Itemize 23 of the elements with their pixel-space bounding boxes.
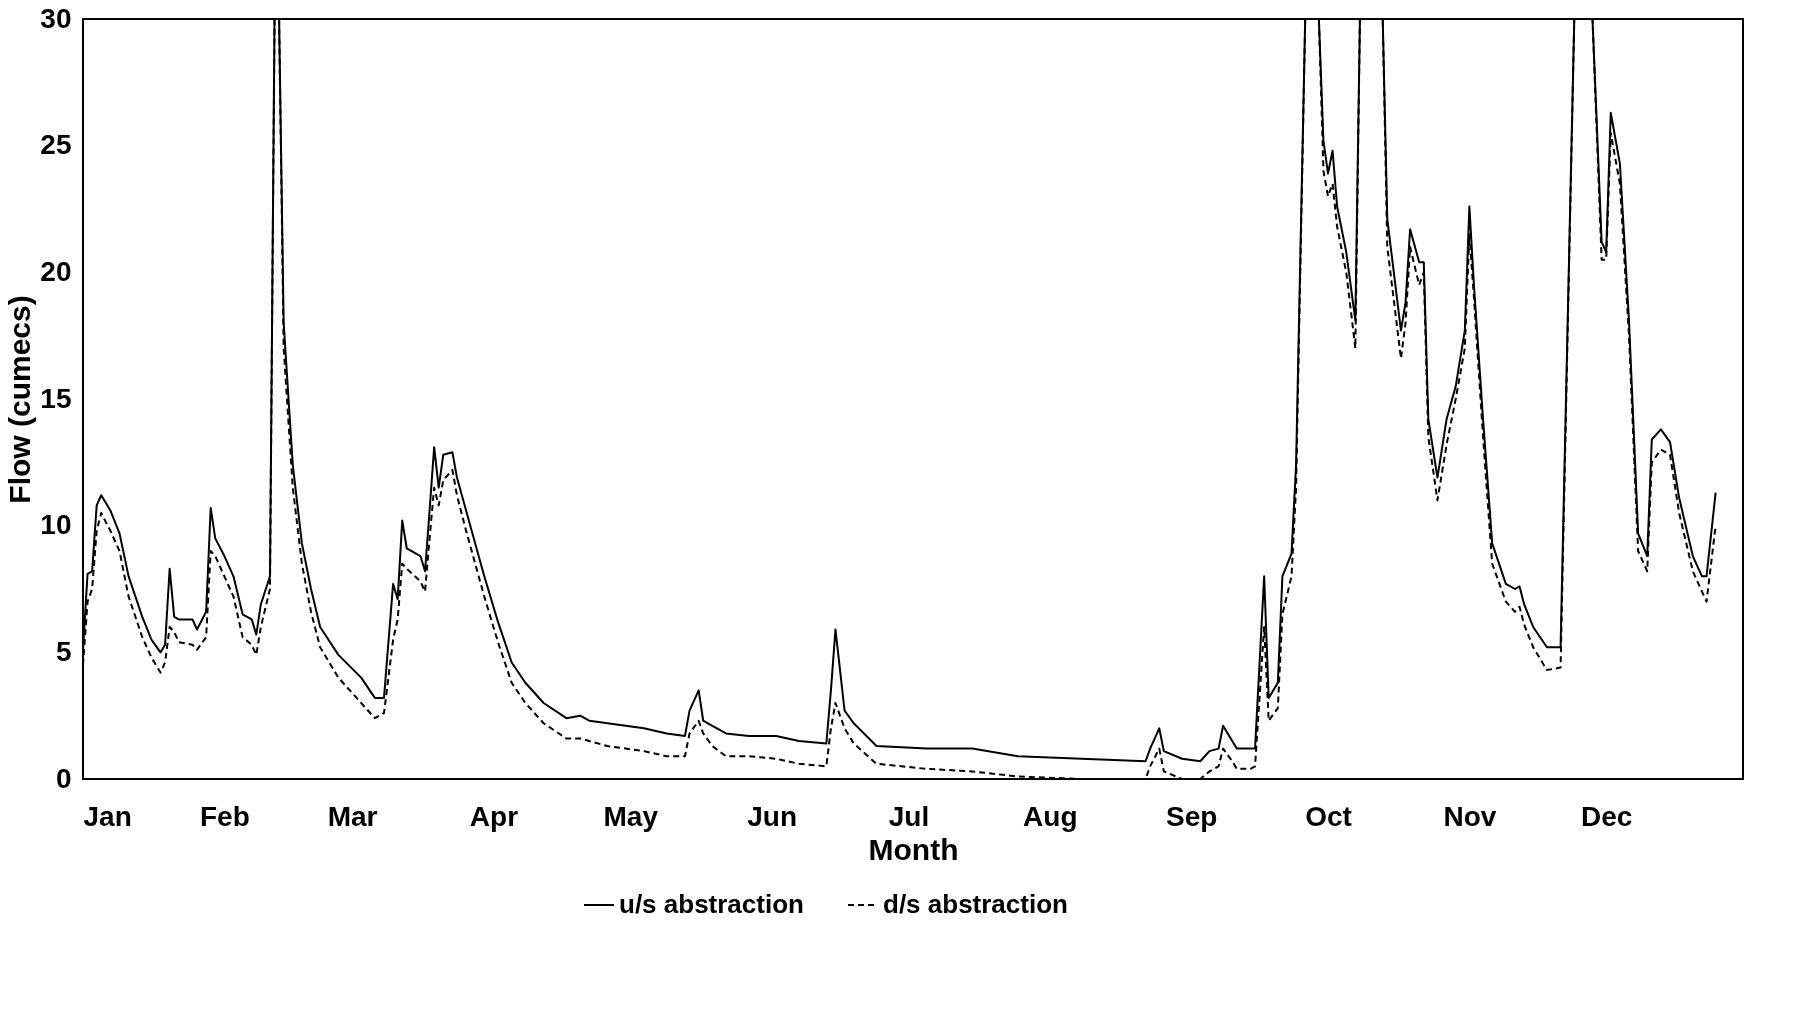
y-tick-label: 30 [40,2,72,34]
x-tick-label: Jul [888,800,930,832]
y-tick-label: 0 [55,762,72,794]
x-tick-label: Jan [83,800,132,832]
x-axis-title: Month [868,832,959,866]
x-tick-label: Oct [1305,800,1352,832]
x-tick-label: Nov [1443,800,1497,832]
y-tick-label: 20 [40,255,72,287]
x-tick-label: Jun [747,800,798,832]
y-tick-label: 15 [40,382,72,414]
x-tick-label: May [603,800,659,832]
legend-label: u/s abstraction [619,889,804,919]
x-tick-label: Dec [1581,800,1633,832]
legend-label: d/s abstraction [883,889,1068,919]
x-tick-label: Aug [1023,800,1078,832]
x-tick-label: Mar [327,800,378,832]
y-tick-label: 25 [40,129,72,161]
y-tick-label: 10 [40,509,72,541]
y-axis-title: Flow (cumecs) [3,295,37,504]
y-tick-label: 5 [55,635,72,667]
x-tick-label: Apr [469,800,519,832]
x-tick-label: Feb [199,800,250,832]
x-tick-label: Sep [1166,800,1218,832]
